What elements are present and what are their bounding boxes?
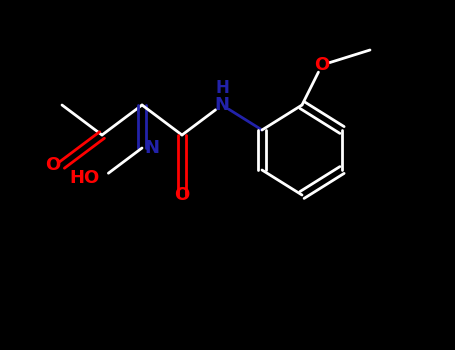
Text: O: O	[45, 156, 60, 174]
Text: HO: HO	[70, 169, 100, 187]
Text: N: N	[214, 96, 229, 114]
Text: H: H	[215, 79, 229, 97]
Text: O: O	[174, 186, 190, 204]
Text: N: N	[144, 139, 159, 157]
Text: O: O	[314, 56, 329, 74]
